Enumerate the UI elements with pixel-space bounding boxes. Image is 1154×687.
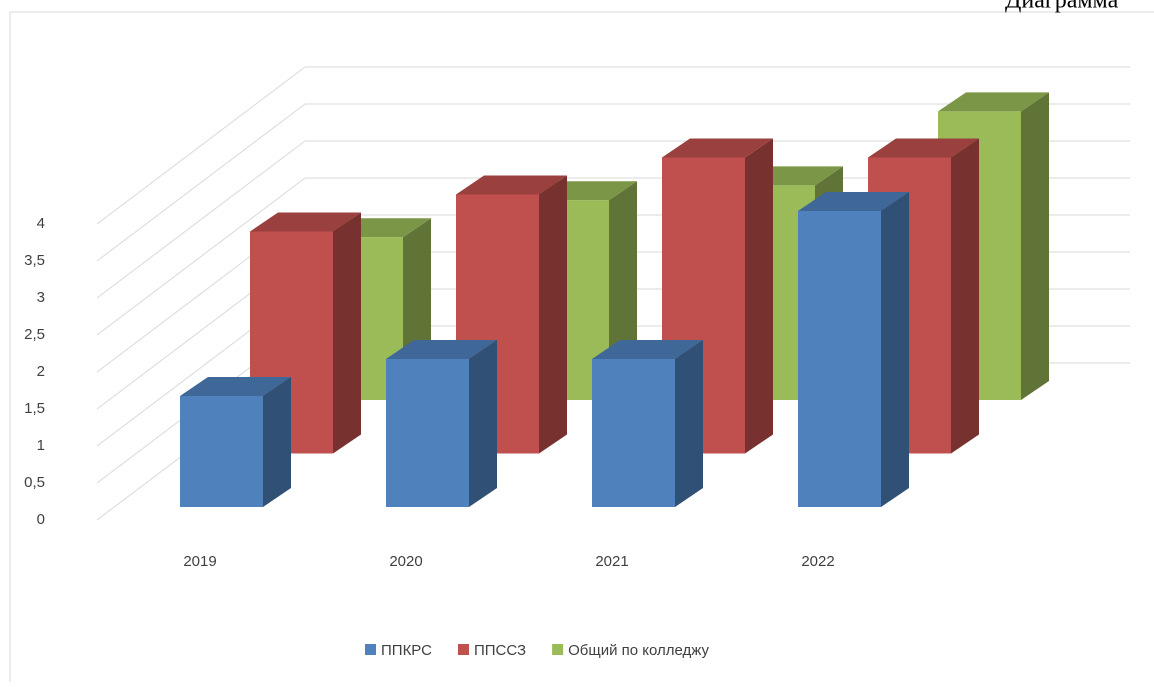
bar bbox=[798, 211, 881, 507]
bar-top bbox=[386, 340, 497, 359]
y-tick-label: 3,5 bbox=[24, 252, 45, 269]
bar-top bbox=[662, 138, 773, 158]
grid-line bbox=[96, 103, 306, 262]
legend-label: ППКРС bbox=[381, 642, 432, 659]
bar bbox=[592, 359, 675, 507]
y-tick-label: 2 bbox=[37, 363, 45, 380]
y-tick-label: 2,5 bbox=[24, 326, 45, 343]
chart-title: Диаграмма bbox=[1005, 0, 1119, 14]
grid-line bbox=[96, 177, 306, 336]
x-tick-label: 2020 bbox=[389, 553, 422, 570]
bar-side bbox=[745, 138, 773, 454]
bar-top bbox=[250, 212, 361, 232]
bar-side bbox=[263, 377, 291, 507]
grid-line bbox=[96, 66, 306, 225]
bar-side bbox=[469, 340, 497, 507]
bar-top bbox=[938, 92, 1049, 112]
bar-side bbox=[539, 175, 567, 454]
bar-top bbox=[592, 340, 703, 359]
y-tick-label: 1,5 bbox=[24, 400, 45, 417]
x-tick-label: 2022 bbox=[801, 553, 834, 570]
bar bbox=[386, 359, 469, 507]
legend-swatch bbox=[552, 644, 564, 655]
y-tick-label: 0,5 bbox=[24, 474, 45, 491]
y-tick-label: 3 bbox=[37, 289, 45, 306]
bar-top bbox=[456, 175, 567, 195]
y-tick-label: 0 bbox=[37, 511, 45, 528]
y-tick-label: 1 bbox=[37, 437, 45, 454]
x-tick-label: 2021 bbox=[595, 553, 628, 570]
bar-top bbox=[868, 138, 979, 158]
legend-label: ППССЗ bbox=[474, 642, 526, 659]
bar-side bbox=[333, 212, 361, 454]
legend-swatch bbox=[457, 644, 469, 655]
bar-side bbox=[951, 138, 979, 454]
bar-top bbox=[798, 192, 909, 211]
bar-side bbox=[675, 340, 703, 507]
grid-line bbox=[96, 140, 306, 299]
legend-label: Общий по колледжу bbox=[568, 642, 709, 659]
legend-swatch bbox=[365, 644, 376, 655]
bar-top bbox=[180, 377, 291, 396]
bar-side bbox=[881, 192, 909, 507]
bar-side bbox=[1021, 92, 1049, 401]
bar bbox=[180, 396, 263, 507]
x-tick-label: 2019 bbox=[183, 553, 216, 570]
y-tick-label: 4 bbox=[37, 215, 45, 232]
